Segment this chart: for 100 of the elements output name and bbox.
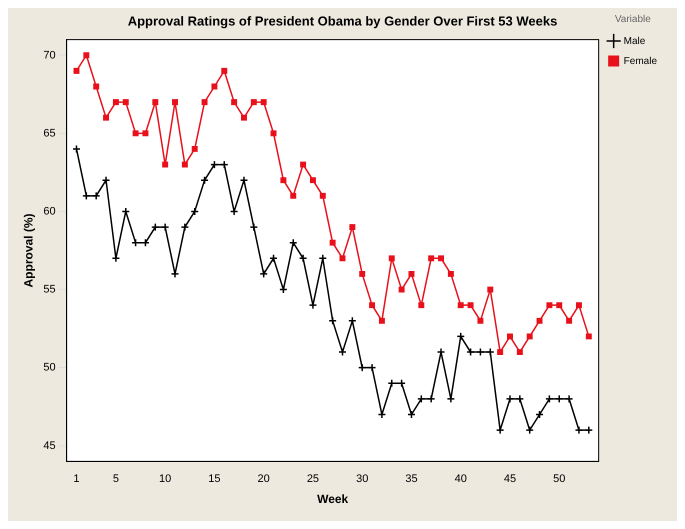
- point: [554, 394, 564, 404]
- point: [160, 222, 170, 232]
- point: [330, 240, 336, 246]
- point: [210, 160, 219, 169]
- point: [122, 207, 130, 216]
- point: [290, 192, 296, 199]
- point: [202, 99, 208, 106]
- point: [468, 302, 474, 308]
- x-axis-title: Week: [317, 492, 349, 506]
- point: [428, 255, 434, 262]
- point: [456, 332, 465, 341]
- x-tick-label: 30: [356, 473, 368, 486]
- legend-title: Variable: [614, 14, 652, 25]
- point: [220, 160, 229, 169]
- point: [180, 222, 190, 232]
- point: [92, 192, 100, 200]
- point: [172, 99, 178, 106]
- point: [359, 270, 366, 277]
- point: [241, 114, 247, 121]
- y-tick-label: 55: [43, 284, 56, 296]
- point: [369, 302, 376, 308]
- point: [340, 255, 346, 262]
- point: [211, 83, 218, 90]
- x-tick-label: 45: [504, 473, 516, 486]
- point: [259, 270, 268, 278]
- point: [152, 99, 158, 106]
- point: [102, 176, 110, 184]
- point: [83, 52, 90, 58]
- point: [418, 302, 424, 308]
- point: [507, 333, 513, 340]
- point: [586, 333, 592, 340]
- x-tick-label: 40: [454, 473, 467, 486]
- point: [368, 363, 376, 372]
- point: [526, 333, 533, 340]
- point: [487, 286, 494, 293]
- point: [182, 162, 188, 168]
- point: [288, 238, 298, 247]
- point: [426, 394, 436, 404]
- x-tick-label: 1: [73, 473, 80, 486]
- point: [142, 130, 148, 136]
- point: [298, 254, 308, 263]
- point: [546, 302, 552, 308]
- point: [74, 68, 80, 74]
- y-axis-title: Approval (%): [22, 213, 36, 288]
- x-tick-label: 15: [208, 473, 221, 486]
- point: [398, 286, 405, 293]
- point: [407, 410, 416, 419]
- point: [221, 68, 228, 74]
- point: [151, 222, 160, 232]
- point: [566, 318, 572, 324]
- point: [192, 146, 198, 152]
- point: [132, 130, 139, 136]
- point: [556, 302, 562, 308]
- point: [535, 410, 544, 419]
- point: [93, 83, 100, 90]
- y-tick-label: 50: [43, 362, 56, 374]
- point: [358, 363, 366, 372]
- point: [348, 316, 357, 326]
- chart-title: Approval Ratings of President Obama by Gender Over First 53 Weeks: [128, 13, 558, 28]
- point: [231, 99, 238, 106]
- point: [250, 99, 257, 106]
- point: [378, 410, 386, 419]
- point: [82, 192, 91, 200]
- point: [349, 224, 356, 230]
- point: [506, 394, 514, 404]
- y-tick-label: 60: [43, 205, 56, 218]
- point: [260, 99, 267, 106]
- point: [112, 99, 119, 106]
- x-tick-label: 50: [553, 473, 566, 486]
- point: [438, 255, 444, 262]
- point: [122, 99, 129, 106]
- point: [545, 394, 554, 404]
- point: [525, 426, 534, 434]
- point: [270, 130, 277, 136]
- point: [200, 176, 209, 184]
- point: [486, 348, 495, 356]
- point: [320, 192, 326, 199]
- point: [536, 318, 543, 324]
- point: [417, 394, 426, 404]
- point: [408, 270, 414, 277]
- x-tick-label: 10: [159, 473, 172, 486]
- point: [576, 302, 582, 308]
- point: [466, 348, 475, 356]
- point: [250, 222, 258, 232]
- y-tick-label: 70: [43, 49, 56, 62]
- point: [458, 302, 464, 308]
- point: [279, 285, 288, 294]
- point: [240, 176, 248, 184]
- point: [516, 349, 523, 356]
- point: [190, 207, 199, 216]
- x-tick-label: 5: [112, 473, 119, 486]
- y-tick-label: 45: [43, 440, 56, 452]
- y-tick-label: 65: [43, 127, 56, 140]
- point: [300, 162, 306, 168]
- legend-label: Male: [624, 36, 646, 47]
- point: [378, 318, 385, 324]
- x-tick-label: 25: [306, 473, 320, 486]
- point: [516, 394, 524, 404]
- point: [328, 316, 337, 326]
- point: [269, 254, 278, 263]
